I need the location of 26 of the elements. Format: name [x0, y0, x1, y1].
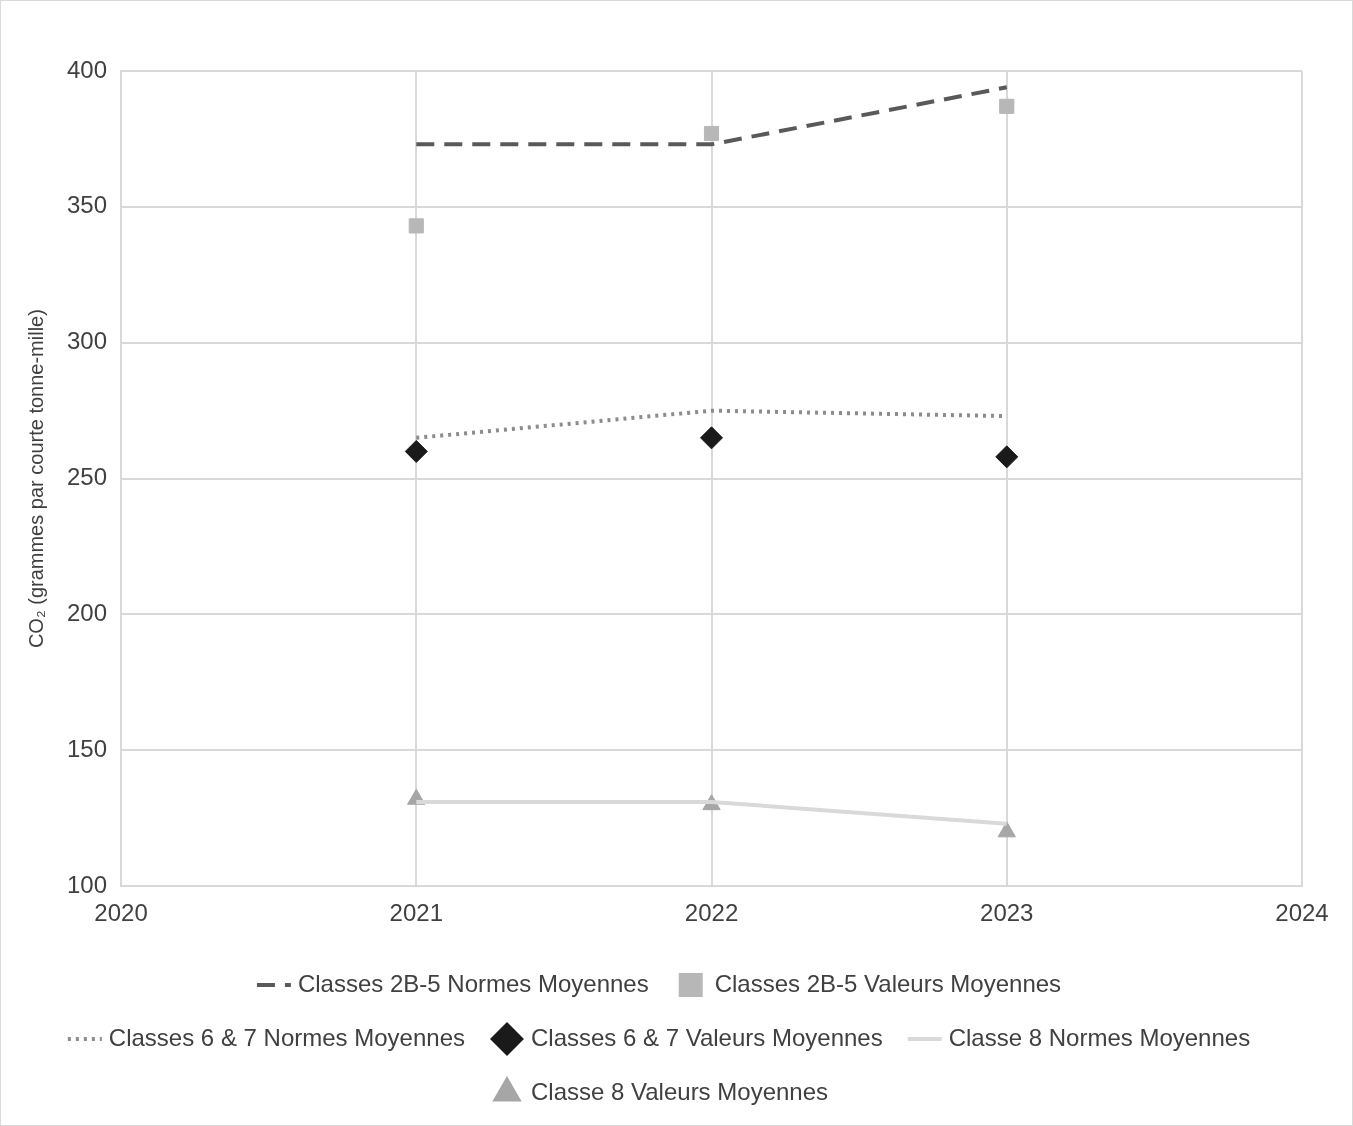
point [999, 98, 1015, 114]
legend-label: Classes 6 & 7 Normes Moyennes [108, 1023, 465, 1051]
x-tick-label: 2022 [684, 899, 739, 927]
y-tick-label: 200 [67, 599, 108, 627]
y-tick-label: 300 [67, 327, 108, 355]
legend-label: Classes 2B-5 Valeurs Moyennes [714, 969, 1062, 997]
y-tick-label: 250 [67, 463, 108, 491]
y-tick-label: 350 [67, 191, 108, 219]
y-tick-label: 150 [67, 734, 108, 762]
legend-label: Classe 8 Valeurs Moyennes [530, 1077, 829, 1105]
x-tick-label: 2020 [94, 899, 148, 927]
point [404, 439, 428, 463]
y-tick-label: 100 [67, 870, 108, 898]
legend-label: Classes 2B-5 Normes Moyennes [297, 969, 649, 997]
point [408, 218, 424, 234]
point [703, 125, 720, 142]
point [995, 445, 1019, 469]
x-tick-label: 2021 [389, 899, 443, 927]
point [700, 426, 724, 450]
x-tick-label: 2023 [980, 899, 1034, 927]
x-tick-label: 2024 [1275, 899, 1329, 927]
legend-label: Classe 8 Normes Moyennes [948, 1023, 1251, 1051]
y-axis-title: CO₂ (grammes par courte tonne-mille) [24, 309, 47, 649]
point [997, 821, 1016, 838]
y-tick-label: 400 [67, 55, 108, 83]
legend-label: Classes 6 & 7 Valeurs Moyennes [530, 1023, 883, 1051]
